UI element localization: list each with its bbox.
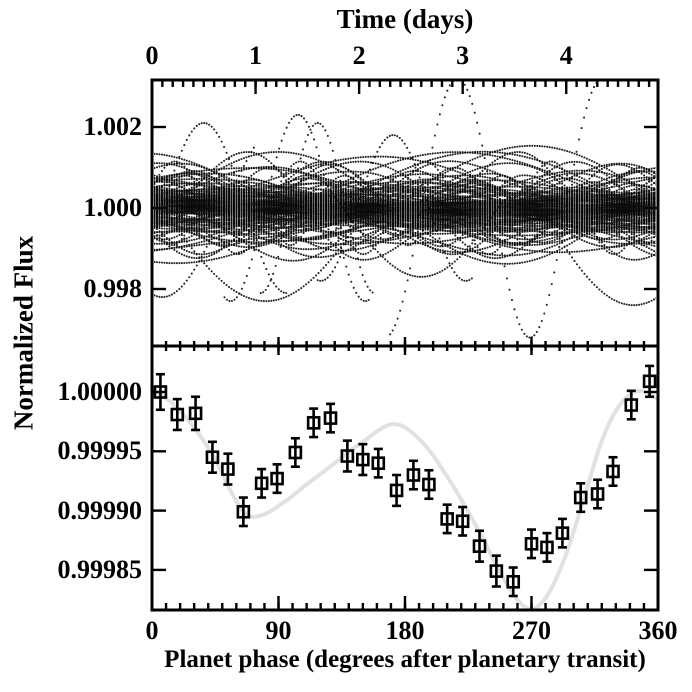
normalized-flux-axis-title: Normalized Flux <box>8 235 39 431</box>
planet-phase-axis-title: Planet phase (degrees after planetary tr… <box>164 646 646 673</box>
time-axis-title: Time (days) <box>336 4 474 34</box>
